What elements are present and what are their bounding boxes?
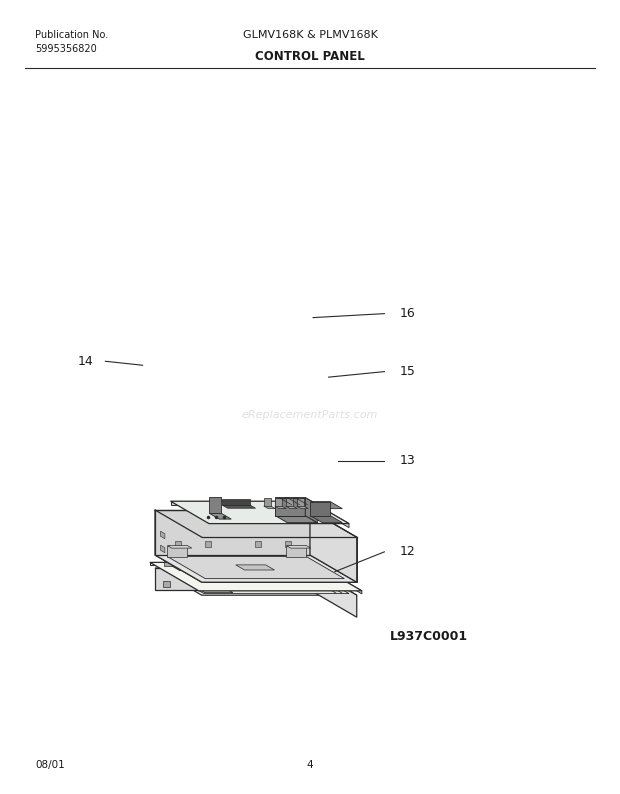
- Polygon shape: [222, 499, 250, 505]
- Polygon shape: [155, 568, 310, 590]
- Polygon shape: [310, 510, 356, 582]
- Polygon shape: [150, 562, 313, 565]
- Polygon shape: [167, 545, 187, 557]
- Polygon shape: [264, 498, 271, 506]
- Polygon shape: [164, 561, 222, 571]
- Polygon shape: [313, 562, 362, 594]
- Text: 4: 4: [307, 760, 313, 770]
- Polygon shape: [167, 557, 344, 579]
- Polygon shape: [317, 577, 338, 582]
- Polygon shape: [205, 541, 211, 547]
- Text: Publication No.: Publication No.: [35, 30, 108, 40]
- Polygon shape: [305, 498, 317, 522]
- Polygon shape: [286, 545, 311, 548]
- Polygon shape: [286, 506, 297, 509]
- Polygon shape: [155, 510, 310, 555]
- Polygon shape: [175, 541, 181, 547]
- Text: 08/01: 08/01: [35, 760, 64, 770]
- Polygon shape: [155, 555, 356, 582]
- Polygon shape: [162, 569, 349, 594]
- Polygon shape: [210, 514, 231, 519]
- Polygon shape: [161, 531, 165, 539]
- Text: GLMV168K & PLMV168K: GLMV168K & PLMV168K: [242, 30, 378, 40]
- Polygon shape: [170, 501, 311, 505]
- Polygon shape: [275, 498, 305, 515]
- Polygon shape: [264, 506, 275, 509]
- Text: CONTROL PANEL: CONTROL PANEL: [255, 50, 365, 63]
- Polygon shape: [275, 498, 317, 505]
- Polygon shape: [210, 497, 221, 514]
- Text: L937C0001: L937C0001: [390, 630, 468, 643]
- Polygon shape: [202, 538, 356, 582]
- Polygon shape: [286, 498, 293, 506]
- Polygon shape: [297, 498, 304, 506]
- Polygon shape: [161, 545, 165, 553]
- Polygon shape: [170, 501, 349, 523]
- Polygon shape: [155, 568, 356, 596]
- Polygon shape: [163, 581, 170, 587]
- Polygon shape: [310, 502, 330, 515]
- Polygon shape: [167, 545, 192, 548]
- Polygon shape: [275, 506, 286, 509]
- Polygon shape: [155, 510, 202, 582]
- Polygon shape: [166, 570, 233, 592]
- Polygon shape: [169, 562, 217, 569]
- Polygon shape: [164, 561, 206, 565]
- Polygon shape: [285, 541, 291, 547]
- Polygon shape: [311, 501, 349, 527]
- Text: 13: 13: [400, 454, 415, 467]
- Polygon shape: [255, 541, 261, 547]
- Polygon shape: [236, 565, 275, 570]
- Polygon shape: [222, 505, 255, 508]
- Polygon shape: [275, 498, 281, 506]
- Polygon shape: [150, 562, 362, 591]
- Polygon shape: [297, 506, 308, 509]
- Text: 5995356820: 5995356820: [35, 44, 97, 54]
- Polygon shape: [310, 568, 356, 617]
- Text: 12: 12: [400, 545, 415, 558]
- Polygon shape: [286, 545, 306, 557]
- Text: eReplacementParts.com: eReplacementParts.com: [242, 410, 378, 420]
- Polygon shape: [275, 515, 317, 522]
- Text: 15: 15: [400, 365, 416, 378]
- Text: 16: 16: [400, 307, 415, 320]
- Polygon shape: [310, 515, 342, 522]
- Polygon shape: [310, 502, 342, 509]
- Text: 14: 14: [78, 355, 93, 368]
